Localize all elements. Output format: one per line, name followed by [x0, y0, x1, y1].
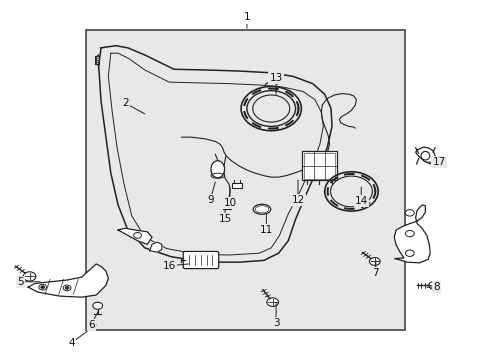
Text: 9: 9 — [207, 195, 213, 204]
Text: 7: 7 — [372, 268, 378, 278]
Circle shape — [428, 282, 439, 289]
Circle shape — [369, 257, 379, 265]
FancyBboxPatch shape — [183, 251, 218, 269]
Circle shape — [133, 233, 141, 238]
Circle shape — [405, 210, 413, 216]
Text: 1: 1 — [243, 13, 250, 22]
Text: 17: 17 — [431, 157, 445, 167]
Text: 8: 8 — [432, 282, 439, 292]
Ellipse shape — [210, 161, 224, 178]
Circle shape — [63, 285, 71, 291]
Text: 4: 4 — [68, 338, 75, 347]
Text: 3: 3 — [272, 318, 279, 328]
Circle shape — [266, 298, 278, 306]
Circle shape — [23, 272, 36, 281]
Text: 14: 14 — [354, 197, 367, 206]
Text: 6: 6 — [88, 320, 95, 330]
Bar — [231, 183, 241, 188]
Polygon shape — [415, 147, 434, 164]
Circle shape — [93, 302, 102, 309]
Bar — [223, 204, 230, 208]
Text: 10: 10 — [223, 198, 236, 208]
Ellipse shape — [420, 152, 429, 160]
Circle shape — [405, 230, 413, 237]
Text: 13: 13 — [269, 73, 282, 83]
Bar — [301, 152, 336, 180]
Polygon shape — [149, 242, 162, 252]
Circle shape — [41, 286, 44, 289]
Ellipse shape — [253, 204, 270, 214]
Circle shape — [405, 250, 413, 256]
Bar — [303, 153, 334, 179]
Text: 12: 12 — [291, 195, 304, 204]
Text: 11: 11 — [259, 225, 272, 235]
Text: 15: 15 — [218, 214, 231, 224]
Polygon shape — [95, 56, 99, 64]
Circle shape — [65, 287, 69, 289]
Polygon shape — [118, 228, 152, 244]
Circle shape — [39, 284, 46, 290]
Polygon shape — [28, 264, 108, 297]
Bar — [86, 30, 404, 330]
Text: 2: 2 — [122, 98, 128, 108]
Text: 5: 5 — [18, 277, 24, 287]
Text: 16: 16 — [162, 261, 175, 271]
Polygon shape — [393, 205, 429, 263]
